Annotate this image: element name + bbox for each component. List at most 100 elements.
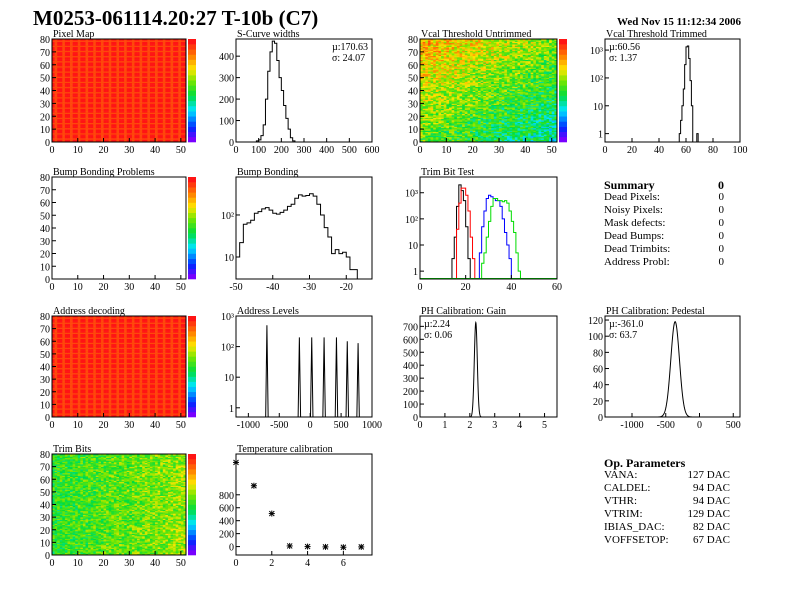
heatmap-cell	[131, 123, 135, 126]
heatmap-cell	[82, 116, 86, 118]
heatmap-cell	[116, 109, 120, 112]
heatmap-cell	[131, 121, 135, 123]
heatmap-cell	[180, 91, 184, 94]
heatmap-cell	[119, 82, 122, 85]
heatmap-cell	[149, 98, 153, 100]
heatmap-cell	[149, 93, 153, 95]
heatmap-cell	[165, 104, 169, 107]
heatmap-cell	[162, 105, 166, 108]
heatmap-cell	[160, 98, 164, 100]
heatmap-cell	[62, 122, 66, 125]
heatmap-cell	[165, 91, 169, 94]
heatmap-cell	[95, 100, 99, 103]
heatmap-cell	[93, 127, 97, 130]
heatmap-cell	[119, 126, 122, 129]
heatmap-cell	[111, 121, 115, 123]
heatmap-cell	[121, 130, 125, 132]
heatmap-cell	[98, 114, 102, 117]
heatmap-cell	[82, 98, 86, 100]
heatmap-cell	[82, 103, 86, 105]
heatmap-cell	[149, 90, 153, 93]
heatmap-cell	[144, 126, 148, 129]
heatmap-cell	[57, 120, 61, 122]
heatmap-cell	[70, 117, 73, 120]
heatmap-cell	[160, 103, 164, 105]
heatmap-cell	[175, 126, 179, 129]
heatmap-cell	[167, 136, 171, 139]
heatmap-cell	[88, 86, 91, 89]
heatmap-cell	[124, 98, 128, 100]
heatmap-cell	[124, 117, 128, 120]
heatmap-cell	[155, 90, 158, 93]
heatmap-cell	[52, 130, 55, 132]
heatmap-cell	[75, 134, 79, 136]
heatmap-cell	[52, 95, 55, 98]
heatmap-cell	[52, 91, 55, 94]
heatmap-cell	[108, 112, 112, 114]
heatmap-cell	[106, 103, 109, 105]
heatmap-cell	[155, 138, 158, 140]
heatmap-cell	[147, 139, 151, 142]
heatmap-cell	[121, 103, 125, 105]
heatmap-cell	[88, 114, 91, 117]
heatmap-cell	[180, 100, 184, 103]
heatmap-cell	[64, 85, 68, 87]
heatmap-cell	[95, 123, 99, 126]
heatmap-cell	[52, 96, 55, 99]
heatmap-cell	[126, 87, 130, 90]
heatmap-cell	[113, 131, 117, 134]
heatmap-cell	[100, 105, 104, 108]
heatmap-cell	[57, 90, 61, 93]
heatmap-cell	[111, 91, 115, 94]
heatmap-cell	[144, 118, 148, 121]
heatmap-cell	[178, 108, 182, 111]
heatmap-cell	[85, 135, 89, 138]
heatmap-cell	[82, 96, 86, 99]
heatmap-cell	[111, 81, 115, 84]
panel-title: Vcal Threshold Untrimmed	[421, 29, 531, 40]
heatmap-cell	[116, 111, 120, 113]
heatmap-cell	[67, 136, 71, 139]
heatmap-cell	[144, 131, 148, 134]
heatmap-cell	[165, 135, 169, 138]
heatmap-cell	[167, 121, 171, 123]
heatmap-cell	[129, 86, 133, 89]
heatmap-cell	[113, 80, 117, 82]
heatmap-cell	[178, 107, 182, 109]
heatmap-cell	[126, 109, 130, 112]
heatmap-cell	[88, 130, 91, 132]
heatmap-cell	[100, 121, 104, 123]
heatmap-cell	[134, 139, 138, 142]
x-tick-label: 20	[99, 145, 109, 156]
y-tick-label: 200	[219, 95, 234, 106]
heatmap-cell	[180, 102, 184, 104]
heatmap-cell	[54, 80, 58, 82]
heatmap-cell	[95, 91, 99, 94]
heatmap-cell	[111, 117, 115, 120]
heatmap-cell	[54, 87, 58, 90]
heatmap-cell	[155, 93, 158, 95]
heatmap-cell	[90, 81, 94, 84]
heatmap-cell	[152, 132, 156, 135]
heatmap-cell	[67, 80, 71, 82]
heatmap-cell	[173, 107, 176, 109]
heatmap-cell	[139, 126, 143, 129]
heatmap-cell	[170, 120, 174, 122]
heatmap-cell	[75, 109, 79, 112]
heatmap-cell	[100, 129, 104, 131]
heatmap-cell	[57, 107, 61, 109]
heatmap-cell	[129, 103, 133, 105]
heatmap-cell	[167, 86, 171, 89]
x-tick-label: 400	[319, 145, 334, 156]
heatmap-cell	[70, 90, 73, 93]
heatmap-cell	[152, 111, 156, 113]
heatmap-cell	[80, 95, 84, 98]
heatmap-cell	[64, 112, 68, 114]
heatmap-cell	[103, 131, 107, 134]
heatmap-cell	[67, 107, 71, 109]
heatmap-cell	[75, 132, 79, 135]
heatmap-cell	[90, 109, 94, 112]
heatmap-cell	[165, 120, 169, 122]
heatmap-cell	[131, 131, 135, 134]
heatmap-cell	[106, 132, 109, 135]
